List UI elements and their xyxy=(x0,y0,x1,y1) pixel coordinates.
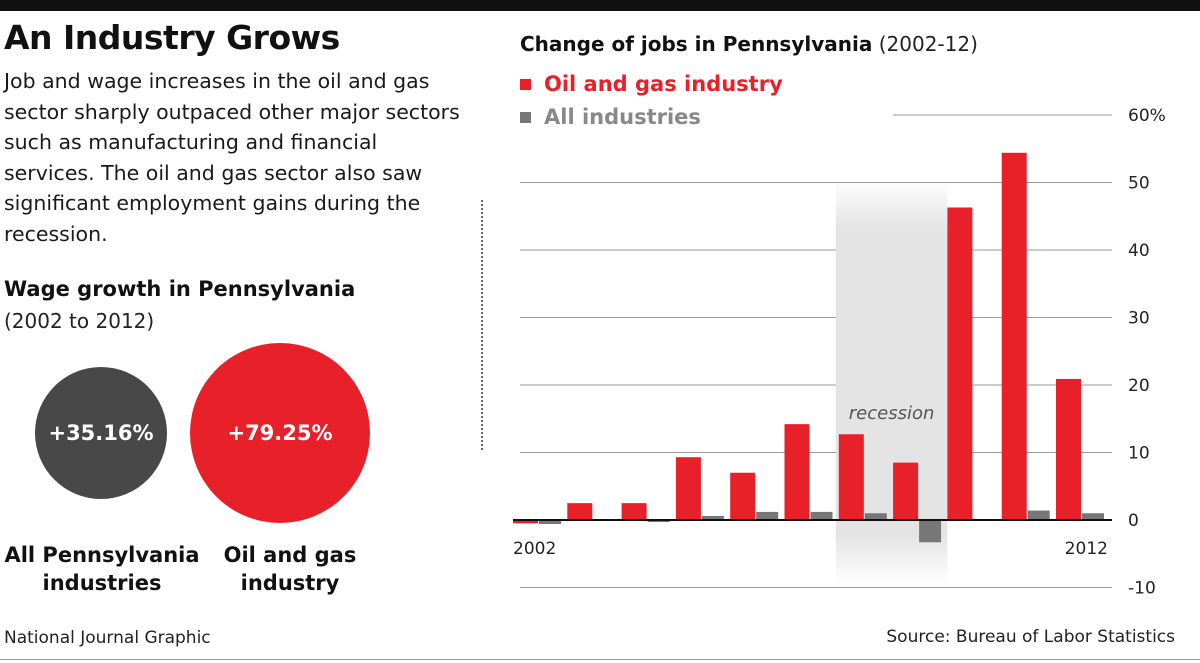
oil-gas-circle-label: Oil and gas industry xyxy=(223,543,357,595)
bar-oil-gas-2010 xyxy=(947,207,973,520)
all-industries-wage-value: +35.16% xyxy=(48,421,154,445)
intro-text: Job and wage increases in the oil and ga… xyxy=(4,69,460,246)
bar-oil-gas-2002 xyxy=(513,520,538,524)
bar-oil-gas-2005 xyxy=(675,457,701,520)
headline: An Industry Grows xyxy=(4,18,340,57)
legend-oil-gas-swatch xyxy=(520,78,531,90)
y-tick-label: 30 xyxy=(1128,309,1150,329)
legend-oil-gas: Oil and gas industry xyxy=(520,72,783,96)
dotted-divider xyxy=(481,200,483,450)
chart-title: Change of jobs in Pennsylvania xyxy=(520,32,873,56)
legend-oil-gas-label: Oil and gas industry xyxy=(544,72,783,96)
recession-label: recession xyxy=(849,403,935,424)
wage-growth-subtitle: (2002 to 2012) xyxy=(4,309,155,333)
all-industries-circle-label: All Pennsylvania industries xyxy=(4,543,200,595)
bar-oil-gas-2011 xyxy=(1001,152,1027,521)
legend-all-industries-swatch xyxy=(520,111,531,123)
y-tick-label: 0 xyxy=(1128,511,1139,531)
top-rule xyxy=(0,0,1200,11)
bar-all-industries-2009 xyxy=(919,520,942,543)
bar-oil-gas-2006 xyxy=(730,472,756,520)
source-note: Source: Bureau of Labor Statistics xyxy=(886,627,1175,647)
x-tick-label-start: 2002 xyxy=(513,539,556,559)
legend-all-industries: All industries xyxy=(520,105,701,129)
bar-all-industries-2007 xyxy=(810,511,833,520)
bar-all-industries-2011 xyxy=(1027,510,1050,520)
y-tick-label: 20 xyxy=(1128,376,1150,396)
bar-oil-gas-2007 xyxy=(784,424,810,520)
bar-all-industries-2005 xyxy=(701,515,724,520)
bottom-rule xyxy=(0,659,1200,660)
y-tick-label: 60% xyxy=(1128,106,1166,126)
chart-title-block: Change of jobs in Pennsylvania (2002-12) xyxy=(520,32,978,56)
bar-all-industries-2008 xyxy=(864,513,887,520)
bar-oil-gas-2012 xyxy=(1056,378,1081,520)
legend-all-industries-label: All industries xyxy=(544,105,701,129)
bar-all-industries-2002 xyxy=(539,520,561,525)
oil-gas-circle: +79.25% xyxy=(190,343,370,523)
bar-all-industries-2012 xyxy=(1082,513,1104,520)
wage-growth-title: Wage growth in Pennsylvania xyxy=(4,277,356,301)
x-tick-label-end: 2012 xyxy=(1065,539,1108,559)
chart-subtitle: (2002-12) xyxy=(878,32,978,56)
graphic-credit: National Journal Graphic xyxy=(4,628,211,648)
bar-all-industries-2004 xyxy=(647,520,670,523)
y-tick-label: 10 xyxy=(1128,444,1150,464)
bar-oil-gas-2004 xyxy=(621,503,647,520)
oil-gas-wage-value: +79.25% xyxy=(227,421,333,445)
bar-oil-gas-2009 xyxy=(893,462,919,520)
y-tick-label: 40 xyxy=(1128,241,1150,261)
y-tick-label: 50 xyxy=(1128,174,1150,194)
bar-oil-gas-2008 xyxy=(838,434,864,520)
bar-oil-gas-2003 xyxy=(567,503,593,520)
bar-all-industries-2006 xyxy=(756,511,779,520)
all-industries-circle: +35.16% xyxy=(35,367,167,499)
y-tick-label: -10 xyxy=(1128,579,1156,599)
